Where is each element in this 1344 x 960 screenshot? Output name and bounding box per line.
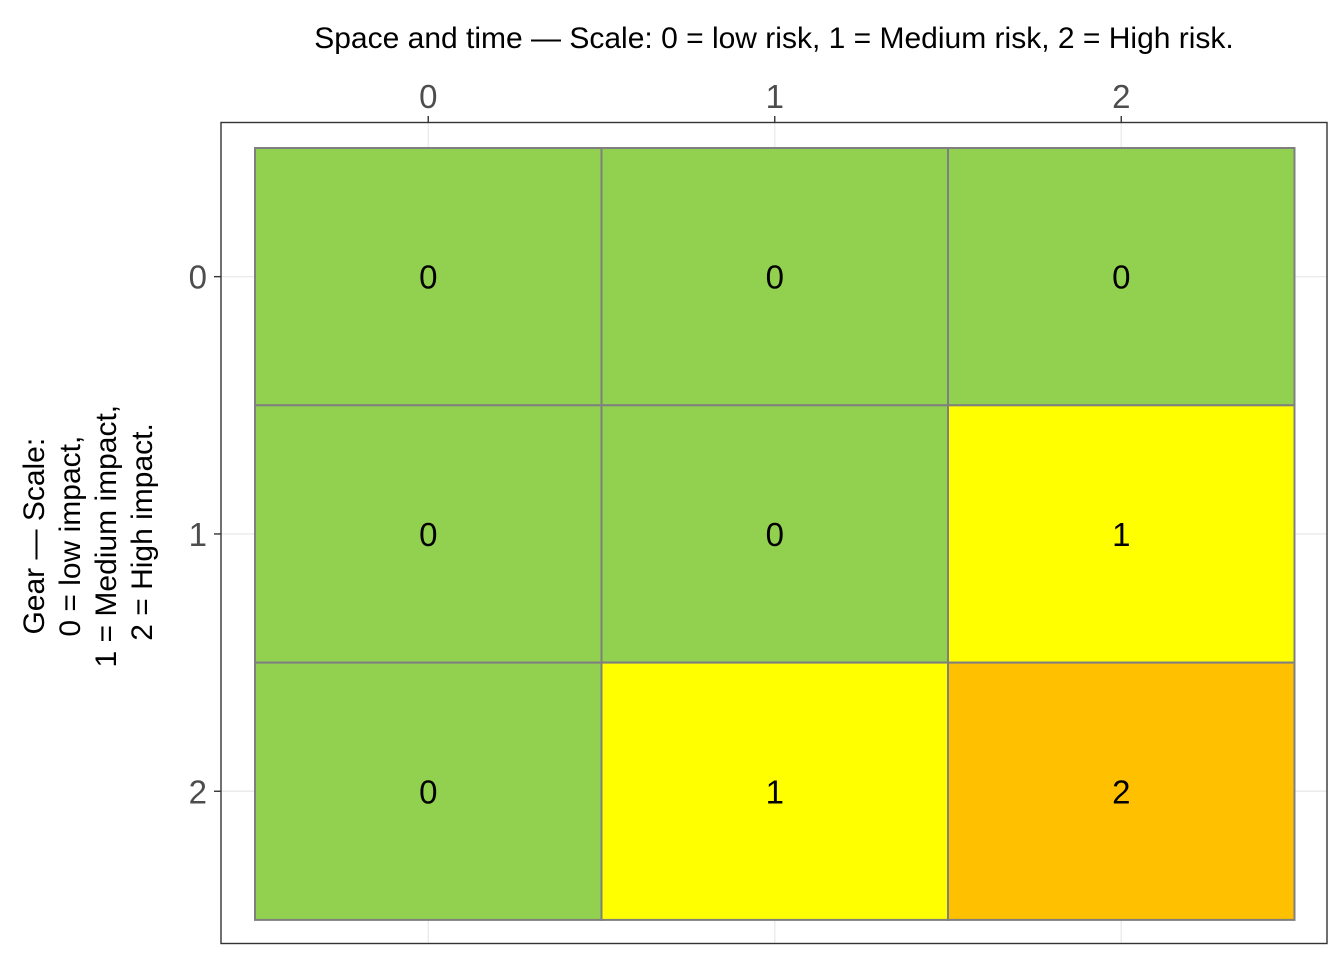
- cell-value-label: 0: [419, 259, 437, 296]
- heatmap-cell: [254, 661, 603, 921]
- panel-border: [220, 121, 1328, 945]
- x-tick-label: 1: [766, 78, 784, 115]
- x-tick-label: 2: [1112, 78, 1130, 115]
- y-axis-title: Gear — Scale: 0 = low impact, 1 = Medium…: [18, 397, 159, 668]
- y-axis-title-line: 0 = low impact,: [54, 436, 87, 637]
- cell-value-label: 0: [766, 516, 784, 553]
- heatmap-cell: [254, 404, 603, 664]
- y-axis-title-line: 2 = High impact.: [126, 423, 159, 641]
- cell-value-label: 0: [1112, 259, 1130, 296]
- heatmap-cell: [600, 661, 949, 921]
- x-tick-label: 0: [419, 78, 437, 115]
- y-axis-title-line: Gear — Scale:: [18, 438, 51, 635]
- x-axis-title: Space and time — Scale: 0 = low risk, 1 …: [314, 22, 1234, 55]
- cell-value-label: 0: [419, 516, 437, 553]
- y-tick-label: 1: [189, 516, 207, 553]
- cell-value-label: 1: [1112, 516, 1130, 553]
- axis-ticks: 0 1 2 0 1 2: [189, 78, 1131, 810]
- cell-value-label: 2: [1112, 773, 1130, 810]
- heatmap-cell: [947, 404, 1296, 664]
- cell-value-label: 1: [766, 773, 784, 810]
- heatmap-cell: [600, 404, 949, 664]
- heatmap-cell: [947, 661, 1296, 921]
- cell-value-label: 0: [766, 259, 784, 296]
- y-tick-label: 0: [189, 259, 207, 296]
- y-axis-title-line: 1 = Medium impact,: [90, 405, 123, 668]
- y-tick-label: 2: [189, 773, 207, 810]
- heatmap-cells: 0 0 0 0 0 1 0 1 2: [254, 147, 1296, 921]
- heatmap-cell: [947, 147, 1296, 407]
- cell-value-label: 0: [419, 773, 437, 810]
